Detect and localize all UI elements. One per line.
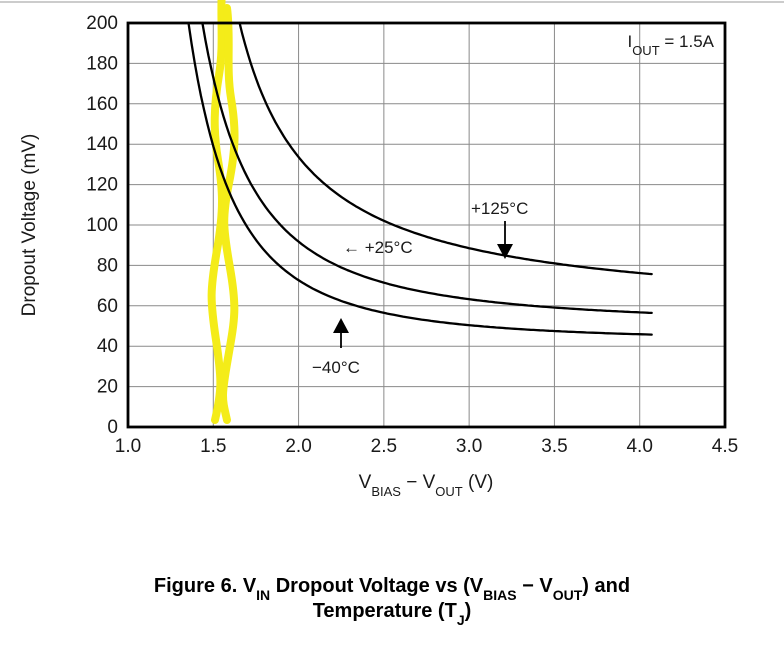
svg-text:1.0: 1.0 [115,436,141,457]
svg-text:−40°C: −40°C [312,358,360,377]
svg-text:160: 160 [86,94,118,115]
svg-text:120: 120 [86,175,118,196]
svg-text:3.0: 3.0 [456,436,482,457]
svg-text:60: 60 [97,296,118,317]
svg-text:180: 180 [86,53,118,74]
svg-text:0: 0 [107,417,118,438]
svg-text:2.0: 2.0 [285,436,311,457]
svg-text:40: 40 [97,336,118,357]
svg-text:4.5: 4.5 [712,436,738,457]
svg-text:20: 20 [97,377,118,398]
svg-text:VBIAS − VOUT (V): VBIAS − VOUT (V) [359,472,494,499]
svg-text:200: 200 [86,13,118,34]
svg-text:Temperature (TJ): Temperature (TJ) [313,600,472,628]
svg-text:3.5: 3.5 [541,436,567,457]
svg-text:← +25°C: ← +25°C [343,238,413,257]
svg-text:4.0: 4.0 [626,436,652,457]
svg-text:2.5: 2.5 [371,436,397,457]
svg-text:80: 80 [97,255,118,276]
svg-text:Figure 6. VIN Dropout Voltage: Figure 6. VIN Dropout Voltage vs (VBIAS … [154,575,630,603]
svg-text:+125°C: +125°C [471,199,528,218]
svg-text:Dropout Voltage (mV): Dropout Voltage (mV) [19,134,40,317]
svg-text:1.5: 1.5 [200,436,226,457]
svg-text:140: 140 [86,134,118,155]
svg-text:IOUT = 1.5A: IOUT = 1.5A [627,32,714,58]
svg-text:100: 100 [86,215,118,236]
